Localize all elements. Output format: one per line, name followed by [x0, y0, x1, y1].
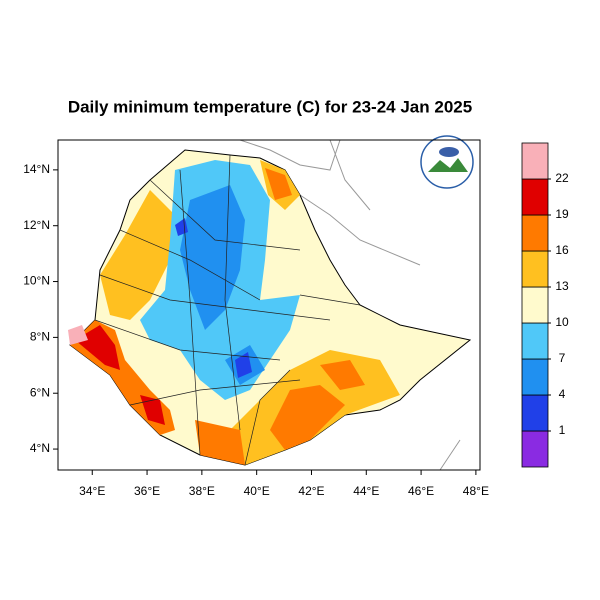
x-tick-label: 44°E — [353, 484, 379, 498]
colorbar-segment — [521, 214, 549, 252]
hottest-region — [75, 325, 165, 425]
colorbar-segment — [521, 430, 549, 468]
chart-title: Daily minimum temperature (C) for 23-24 … — [68, 97, 472, 116]
extreme-region — [68, 325, 88, 345]
logo-hills — [428, 158, 468, 172]
colorbar-label: 19 — [555, 207, 569, 221]
colorbar-label: 13 — [555, 279, 569, 293]
colorbar-segment — [521, 142, 549, 180]
y-tick-label: 14°N — [23, 162, 50, 176]
logo-ring — [420, 135, 474, 189]
neighbor-border — [239, 139, 461, 471]
colorbar-segment — [521, 250, 549, 288]
logo-cloud — [439, 147, 459, 157]
warm-region — [100, 190, 175, 320]
colorbar-segment — [521, 178, 549, 216]
hot-region — [265, 168, 365, 450]
x-tick-label: 48°E — [463, 484, 489, 498]
x-tick-label: 42°E — [298, 484, 324, 498]
y-tick-label: 4°N — [30, 441, 50, 455]
colorbar-label: 22 — [555, 171, 569, 185]
colorbar-label: 16 — [555, 243, 569, 257]
y-tick-label: 8°N — [30, 330, 50, 344]
colorbar-label: 7 — [559, 351, 566, 365]
cold-region — [180, 185, 265, 385]
colorbar-label: 1 — [559, 423, 566, 437]
x-tick-label: 36°E — [134, 484, 160, 498]
x-tick-label: 40°E — [244, 484, 270, 498]
map-area — [58, 135, 480, 471]
warm-region — [230, 160, 400, 465]
y-tick-label: 6°N — [30, 385, 50, 399]
colorbar-label: 4 — [559, 387, 566, 401]
colorbar-segment — [521, 286, 549, 324]
map-frame — [57, 139, 481, 471]
colorbar-segment — [521, 394, 549, 432]
x-tick-label: 46°E — [408, 484, 434, 498]
region-border — [94, 154, 361, 466]
x-tick-label: 34°E — [79, 484, 105, 498]
x-tick-label: 38°E — [189, 484, 215, 498]
colorbar-segment — [521, 322, 549, 360]
colorbar-segment — [521, 358, 549, 396]
logo — [420, 135, 474, 189]
coldest-region — [175, 218, 252, 378]
colorbar-label: 10 — [555, 315, 569, 329]
y-tick-label: 10°N — [23, 274, 50, 288]
y-tick-label: 12°N — [23, 218, 50, 232]
